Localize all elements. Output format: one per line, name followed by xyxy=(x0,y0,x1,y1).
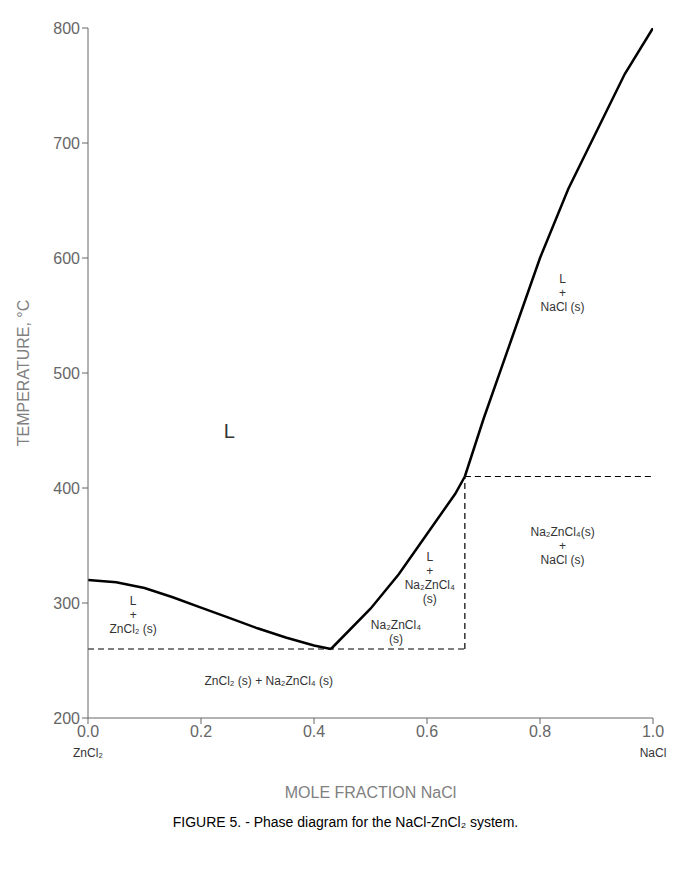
svg-text:200: 200 xyxy=(53,710,80,727)
svg-text:700: 700 xyxy=(53,135,80,152)
svg-text:Na₂ZnCl₄(s): Na₂ZnCl₄(s) xyxy=(371,618,421,646)
svg-text:NaCl: NaCl xyxy=(640,746,667,760)
svg-text:MOLE FRACTION NaCl: MOLE FRACTION NaCl xyxy=(285,784,457,801)
svg-text:300: 300 xyxy=(53,595,80,612)
svg-text:0.4: 0.4 xyxy=(303,723,325,740)
svg-text:L+ZnCl₂ (s): L+ZnCl₂ (s) xyxy=(110,594,157,636)
svg-text:L+NaCl (s): L+NaCl (s) xyxy=(541,272,585,314)
svg-text:800: 800 xyxy=(53,20,80,37)
svg-text:0.8: 0.8 xyxy=(529,723,551,740)
svg-text:500: 500 xyxy=(53,365,80,382)
svg-text:1.0: 1.0 xyxy=(642,723,664,740)
svg-text:ZnCl₂ (s) + Na₂ZnCl₄ (s): ZnCl₂ (s) + Na₂ZnCl₄ (s) xyxy=(205,674,334,688)
svg-text:L: L xyxy=(224,420,235,442)
svg-text:0.0: 0.0 xyxy=(77,723,99,740)
svg-text:TEMPERATURE, °C: TEMPERATURE, °C xyxy=(15,300,32,447)
html-text:FIGURE 5. - Phase diagram for: FIGURE 5. - Phase diagram for the NaCl-Z… xyxy=(172,814,519,830)
svg-text:ZnCl₂: ZnCl₂ xyxy=(73,746,103,760)
svg-text:0.6: 0.6 xyxy=(416,723,438,740)
svg-text:400: 400 xyxy=(53,480,80,497)
svg-text:Na₂ZnCl₄(s)+NaCl (s): Na₂ZnCl₄(s)+NaCl (s) xyxy=(530,525,594,567)
svg-text:L+Na₂ZnCl₄(s): L+Na₂ZnCl₄(s) xyxy=(405,550,455,606)
svg-text:600: 600 xyxy=(53,250,80,267)
svg-text:0.2: 0.2 xyxy=(190,723,212,740)
